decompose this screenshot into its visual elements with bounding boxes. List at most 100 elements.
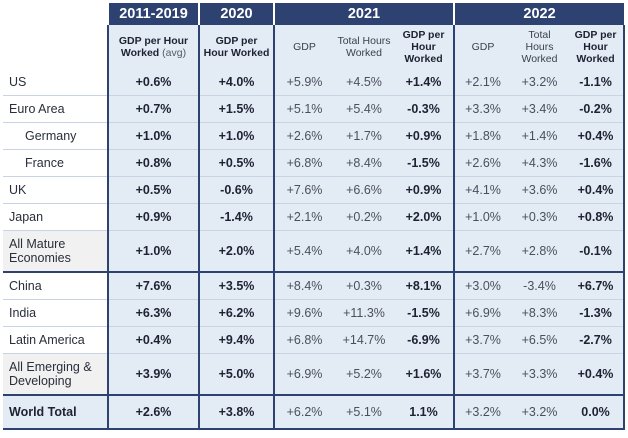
row-label: France bbox=[3, 149, 108, 177]
table-cell: +6.5% bbox=[511, 326, 568, 354]
header-2022: 2022 bbox=[452, 3, 625, 25]
subheader-2011-2019-note: (avg) bbox=[162, 47, 187, 59]
table-cell: -1.5% bbox=[394, 299, 454, 327]
productivity-table: 2011-2019 2020 2021 2022 GDP per Hour Wo… bbox=[3, 3, 626, 430]
table-cell: +0.8% bbox=[568, 203, 626, 231]
table-cell: +6.7% bbox=[568, 271, 626, 300]
table-cell: +3.2% bbox=[511, 69, 568, 96]
table-cell: -0.3% bbox=[394, 95, 454, 123]
table-cell: +3.0% bbox=[453, 271, 511, 300]
table-cell: +3.7% bbox=[453, 326, 511, 354]
subheader-2020: GDP per Hour Worked bbox=[198, 25, 274, 69]
row-label: World Total bbox=[3, 394, 108, 430]
row-label: Germany bbox=[3, 122, 108, 150]
table-cell: +11.3% bbox=[334, 299, 394, 327]
table-cell: -1.3% bbox=[568, 299, 626, 327]
table-cell: +2.1% bbox=[273, 203, 334, 231]
table-cell: +8.4% bbox=[273, 271, 334, 300]
table-cell: +2.6% bbox=[273, 122, 334, 150]
table-cell: +5.4% bbox=[334, 95, 394, 123]
subheader-2021-gdp: GDP bbox=[273, 25, 334, 69]
table-cell: +4.5% bbox=[334, 69, 394, 96]
table-cell: +9.6% bbox=[273, 299, 334, 327]
table-cell: +0.4% bbox=[568, 122, 626, 150]
subheader-2021-gdp-per-hour: GDP per Hour Worked bbox=[394, 25, 454, 69]
table-cell: +3.3% bbox=[453, 95, 511, 123]
header-2011-2019: 2011-2019 bbox=[107, 3, 199, 25]
header-2021: 2021 bbox=[273, 3, 454, 25]
table-cell: +5.1% bbox=[334, 394, 394, 430]
subheader-2022-hours: Total Hours Worked bbox=[511, 25, 568, 69]
table-cell: +1.4% bbox=[394, 230, 454, 272]
table-cell: +3.4% bbox=[511, 95, 568, 123]
table-cell: +0.4% bbox=[107, 326, 199, 354]
row-label: All Emerging & Developing bbox=[3, 353, 108, 395]
table-body: US +0.6% +4.0% +5.9% +4.5% +1.4% +2.1% +3.2% -1.… bbox=[3, 69, 626, 430]
row-label: Euro Area bbox=[3, 95, 108, 123]
table-cell: +0.3% bbox=[334, 271, 394, 300]
table-cell: +4.0% bbox=[334, 230, 394, 272]
table-cell: +0.6% bbox=[107, 69, 199, 96]
table-cell: +0.4% bbox=[568, 176, 626, 204]
table-row: Euro Area +0.7% +1.5% +5.1% +5.4% -0.3% +3.3% +… bbox=[3, 95, 626, 123]
subheader-2022-gdp-per-hour: GDP per Hour Worked bbox=[568, 25, 626, 69]
table-cell: 1.1% bbox=[394, 394, 454, 430]
table-cell: -1.1% bbox=[568, 69, 626, 96]
table-cell: +8.1% bbox=[394, 271, 454, 300]
table-cell: +6.6% bbox=[334, 176, 394, 204]
table-cell: +0.3% bbox=[511, 203, 568, 231]
table-cell: +6.2% bbox=[273, 394, 334, 430]
table-cell: +1.6% bbox=[394, 353, 454, 395]
table-cell: +0.8% bbox=[107, 149, 199, 177]
table-cell: +2.6% bbox=[107, 394, 199, 430]
table-cell: +5.1% bbox=[273, 95, 334, 123]
row-label: All Mature Economies bbox=[3, 230, 108, 272]
table-cell: +5.4% bbox=[273, 230, 334, 272]
table-cell: +1.7% bbox=[334, 122, 394, 150]
table-row: All Emerging & Developing +3.9% +5.0% +6.9%… bbox=[3, 353, 626, 395]
corner-blank-2 bbox=[3, 25, 108, 69]
table-row: UK +0.5% -0.6% +7.6% +6.6% +0.9% +4.1% +3.6% +0.… bbox=[3, 176, 626, 204]
table-cell: +6.8% bbox=[273, 326, 334, 354]
row-label: UK bbox=[3, 176, 108, 204]
table-cell: +1.0% bbox=[453, 203, 511, 231]
table-cell: +3.2% bbox=[511, 394, 568, 430]
table-cell: +3.5% bbox=[198, 271, 274, 300]
table-cell: +8.4% bbox=[334, 149, 394, 177]
subheader-2011-2019: GDP per Hour Worked (avg) bbox=[107, 25, 199, 69]
row-label: China bbox=[3, 271, 108, 300]
row-label: India bbox=[3, 299, 108, 327]
table-cell: +8.3% bbox=[511, 299, 568, 327]
table-cell: +5.9% bbox=[273, 69, 334, 96]
table-cell: +4.3% bbox=[511, 149, 568, 177]
table-row: France +0.8% +0.5% +6.8% +8.4% -1.5% +2.6% +4.3… bbox=[3, 149, 626, 177]
table-row: India +6.3% +6.2% +9.6% +11.3% -1.5% +6.9% +8.3… bbox=[3, 299, 626, 327]
table-cell: +7.6% bbox=[273, 176, 334, 204]
table-cell: +6.2% bbox=[198, 299, 274, 327]
table-cell: +3.3% bbox=[511, 353, 568, 395]
subheader-2022-gdp: GDP bbox=[453, 25, 511, 69]
table-cell: +3.7% bbox=[453, 353, 511, 395]
table-cell: +7.6% bbox=[107, 271, 199, 300]
table-cell: +3.9% bbox=[107, 353, 199, 395]
table-cell: +3.6% bbox=[511, 176, 568, 204]
table-cell: -0.2% bbox=[568, 95, 626, 123]
table-cell: -3.4% bbox=[511, 271, 568, 300]
table-cell: +0.7% bbox=[107, 95, 199, 123]
table-cell: +0.9% bbox=[394, 176, 454, 204]
table-row: World Total +2.6% +3.8% +6.2% +5.1% 1.1% +3.2%… bbox=[3, 394, 626, 430]
table-row: Germany +1.0% +1.0% +2.6% +1.7% +0.9% +1.8% +1.… bbox=[3, 122, 626, 150]
table-cell: +0.4% bbox=[568, 353, 626, 395]
table-cell: -1.5% bbox=[394, 149, 454, 177]
table-cell: +1.0% bbox=[107, 122, 199, 150]
table-row: All Mature Economies +1.0% +2.0% +5.4% +4.0%… bbox=[3, 230, 626, 272]
table-cell: +6.9% bbox=[453, 299, 511, 327]
table-cell: +0.9% bbox=[107, 203, 199, 231]
row-label: Latin America bbox=[3, 326, 108, 354]
table-cell: +0.5% bbox=[198, 149, 274, 177]
table-cell: +4.1% bbox=[453, 176, 511, 204]
corner-blank bbox=[3, 3, 108, 25]
table-cell: -0.6% bbox=[198, 176, 274, 204]
table-cell: +2.8% bbox=[511, 230, 568, 272]
row-label: Japan bbox=[3, 203, 108, 231]
